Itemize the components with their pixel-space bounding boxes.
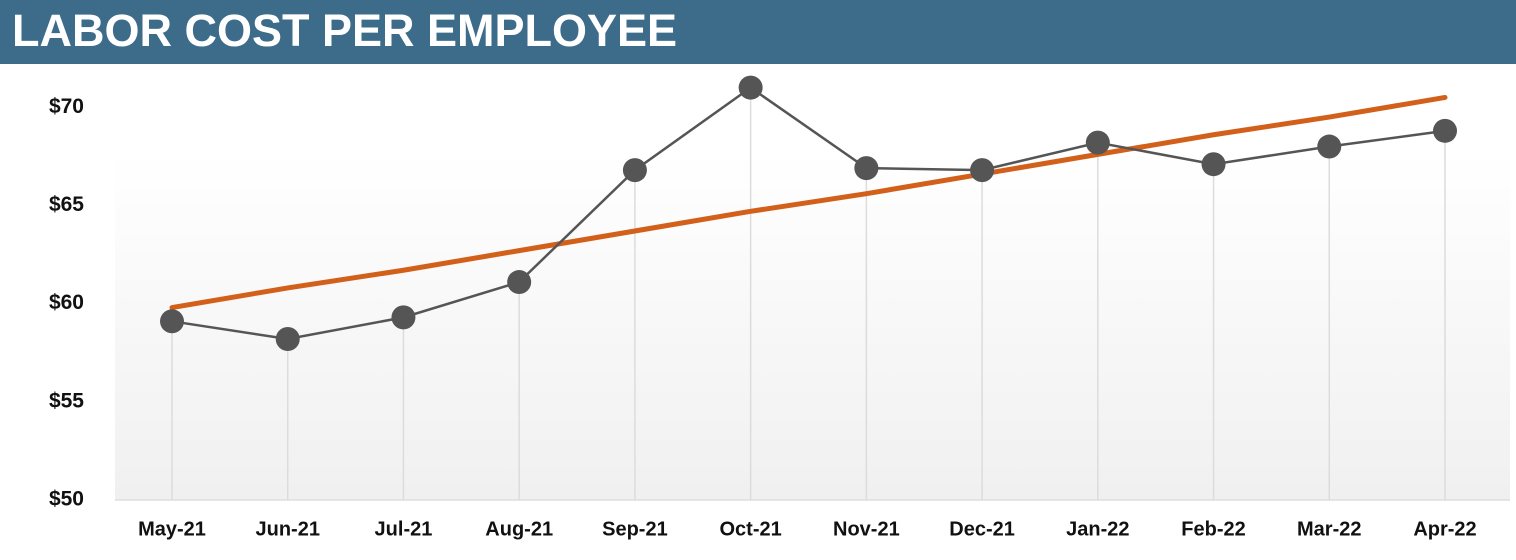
x-tick-label: Nov-21: [833, 518, 900, 540]
data-point: [854, 156, 879, 181]
data-point: [622, 158, 647, 183]
x-tick-label: Aug-21: [485, 518, 553, 540]
x-tick-label: Jul-21: [375, 518, 433, 540]
y-tick-label: $65: [49, 193, 84, 216]
x-tick-label: Oct-21: [720, 518, 782, 540]
chart-title: LABOR COST PER EMPLOYEE: [12, 5, 677, 56]
y-tick-label: $60: [49, 291, 84, 314]
data-point: [738, 75, 763, 100]
y-tick-label: $70: [49, 95, 84, 118]
data-point: [160, 309, 184, 334]
x-tick-label: Jan-22: [1066, 518, 1129, 540]
header-bar: [0, 0, 1516, 64]
y-tick-label: $50: [49, 488, 84, 511]
x-tick-label: Dec-21: [949, 518, 1015, 540]
data-point: [391, 305, 416, 330]
data-point: [275, 326, 300, 351]
data-point: [1433, 118, 1457, 143]
data-point: [970, 158, 995, 183]
x-tick-label: Feb-22: [1181, 518, 1245, 540]
plot-background: [115, 150, 1510, 500]
data-point: [1085, 130, 1110, 155]
data-line: [170, 86, 1447, 341]
x-tick-label: May-21: [138, 518, 206, 540]
x-tick-label: Sep-21: [602, 518, 668, 540]
data-point: [1317, 134, 1342, 159]
x-tick-label: Mar-22: [1297, 518, 1361, 540]
x-tick-label: Jun-21: [255, 518, 319, 540]
trend-line: [169, 94, 1448, 311]
y-tick-label: $55: [49, 389, 84, 412]
x-tick-label: Apr-22: [1413, 518, 1476, 540]
data-point: [1201, 152, 1226, 177]
data-point: [507, 270, 532, 295]
